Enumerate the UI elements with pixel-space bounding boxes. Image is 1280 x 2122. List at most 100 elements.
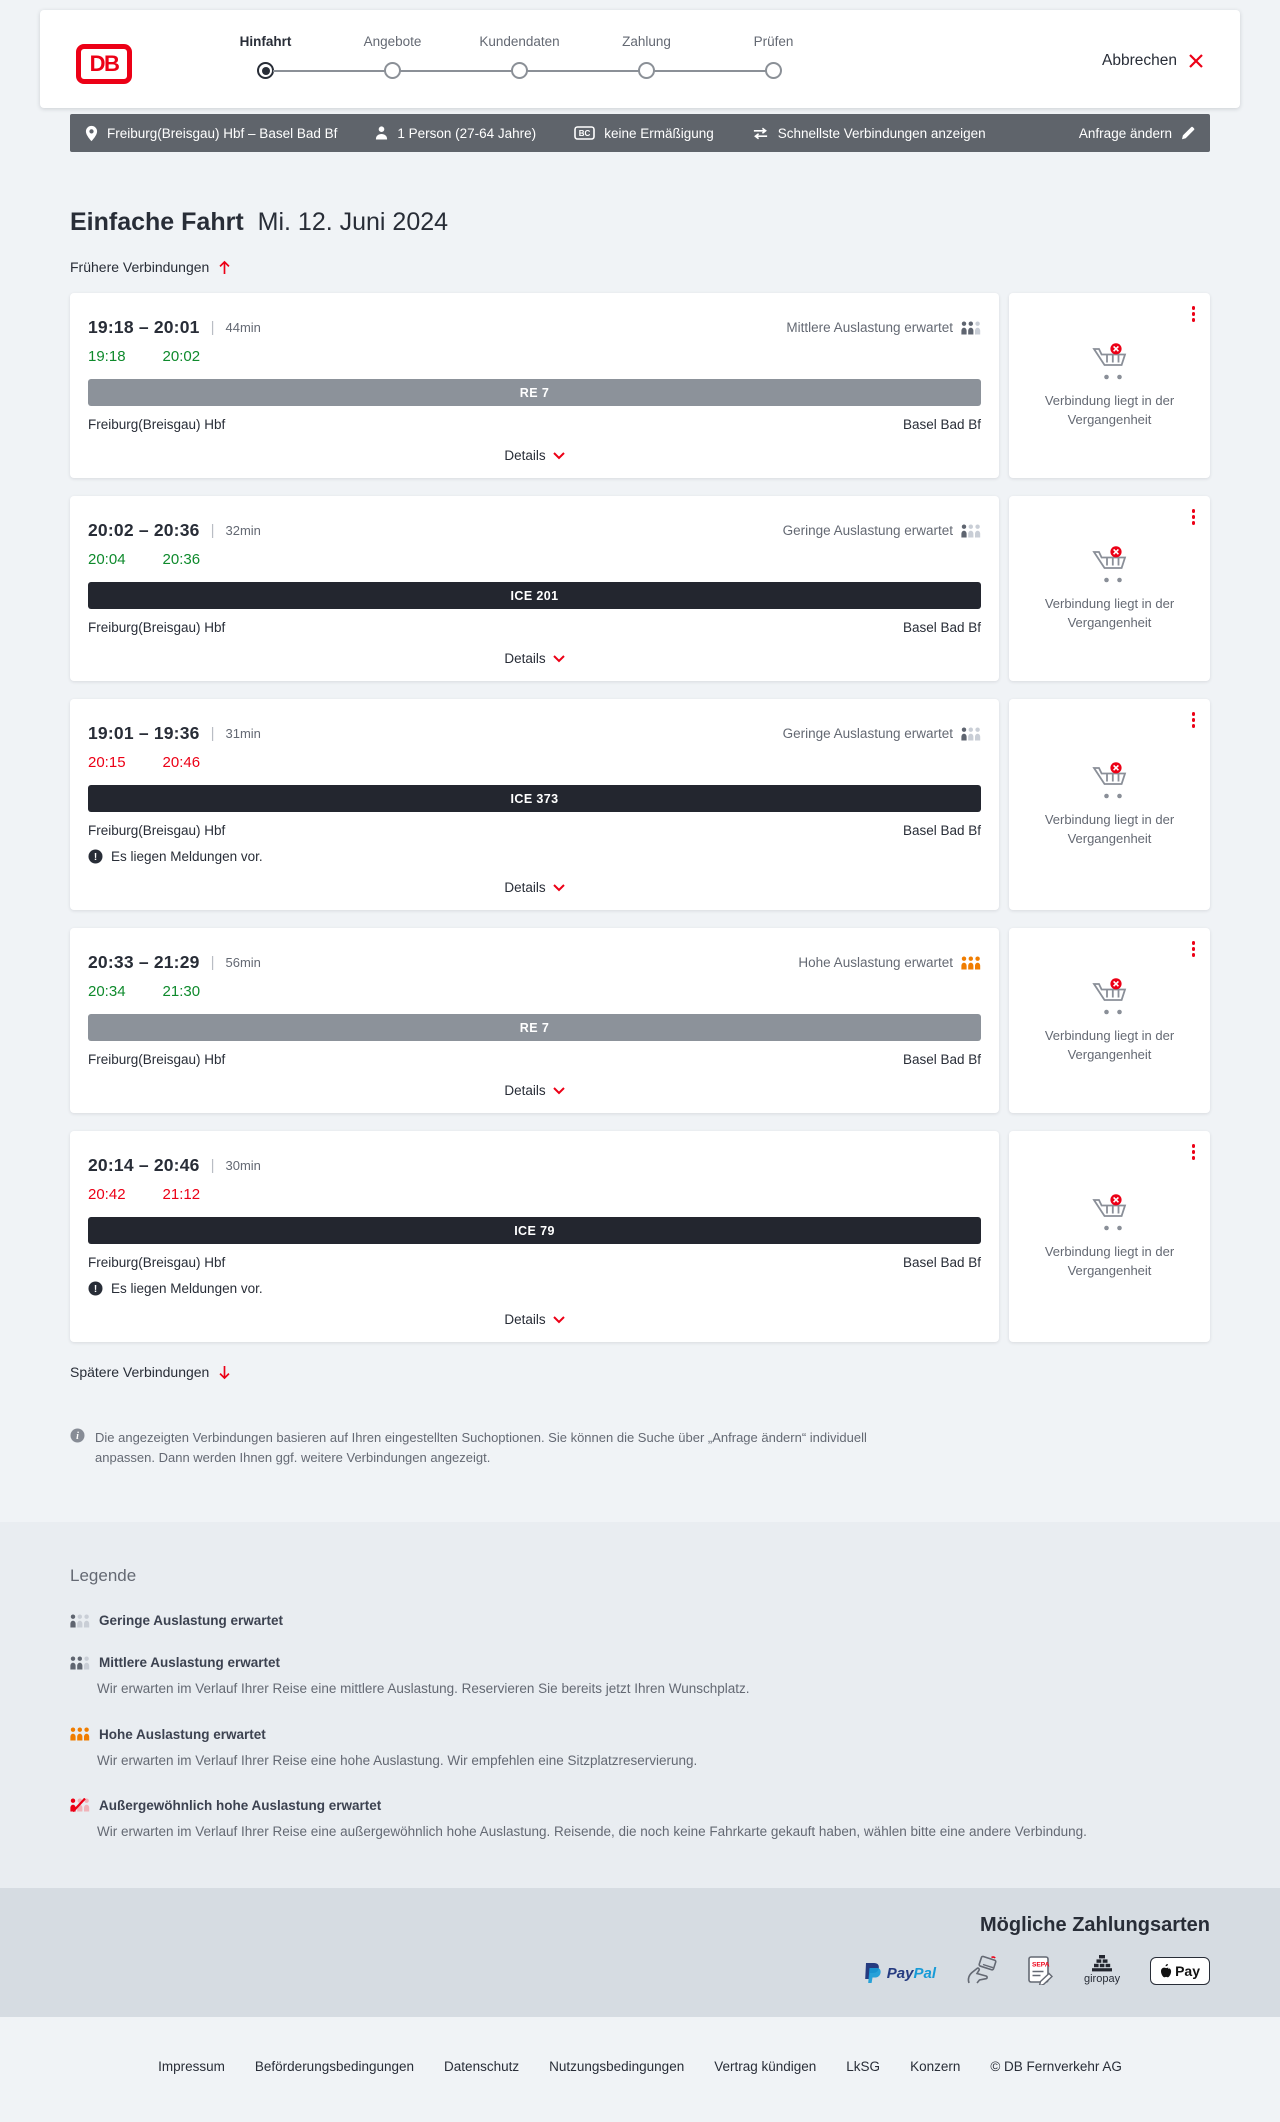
footer-link-datenschutz[interactable]: Datenschutz [444, 2059, 520, 2075]
realtime-times: 20:34 21:30 [88, 983, 201, 1000]
chevron-down-icon [552, 654, 565, 663]
connection-card: 19:01 – 19:36 | 31min Geringe Auslastung… [70, 699, 999, 910]
later-connections-link[interactable]: Spätere Verbindungen [70, 1364, 231, 1380]
past-connection-note: Verbindung liegt in der Vergangenheit [1044, 595, 1175, 630]
duration: 32min [225, 523, 261, 538]
realtime-times: 20:42 21:12 [88, 1186, 201, 1203]
step-dot [511, 62, 642, 79]
legend-item-high: Hohe Auslastung erwartet Wir erwarten im… [70, 1727, 1210, 1771]
cart-unavailable-icon [1087, 977, 1133, 1017]
close-icon [1188, 53, 1204, 69]
kebab-menu-button[interactable] [1188, 937, 1200, 961]
past-connection-note: Verbindung liegt in der Vergangenheit [1044, 811, 1175, 846]
planned-times: 20:33 – 21:29 [88, 952, 200, 972]
occupancy-low-icon [70, 1614, 90, 1628]
swap-arrows-icon [752, 127, 769, 140]
arrival-station: Basel Bad Bf [902, 417, 981, 432]
kebab-menu-button[interactable] [1188, 708, 1200, 732]
bahncard-icon: BC [574, 126, 595, 140]
sort-option-summary: Schnellste Verbindungen anzeigen [752, 126, 986, 141]
footer-link-impressum[interactable]: Impressum [158, 2059, 225, 2075]
cancel-button[interactable]: Abbrechen [1102, 52, 1204, 70]
legend-section: Legende Geringe Auslastung erwartet Mitt… [0, 1522, 1280, 1889]
realtime-times: 19:18 20:02 [88, 348, 201, 365]
step-angebote: Angebote [329, 34, 515, 79]
arrow-up-icon [218, 260, 231, 275]
progress-stepper: Hinfahrt Angebote Kundendaten Zahlung Pr… [202, 34, 837, 79]
pencil-icon [1181, 126, 1195, 140]
arrival-station: Basel Bad Bf [902, 620, 981, 635]
legend-title: Legende [70, 1566, 137, 1586]
connection-card: 20:33 – 21:29 | 56min Hohe Auslastung er… [70, 928, 999, 1113]
chevron-down-icon [552, 1315, 565, 1324]
departure-station: Freiburg(Breisgau) Hbf [88, 620, 226, 635]
svg-text:!: ! [94, 852, 97, 863]
connection-row: 20:02 – 20:36 | 32min Geringe Auslastung… [70, 496, 1210, 681]
train-band: ICE 201 [88, 582, 981, 609]
cart-unavailable-icon [1087, 1193, 1133, 1233]
checkout-header: DB Hinfahrt Angebote Kundendaten Zahlung… [40, 10, 1240, 108]
svg-text:SEPA: SEPA [1032, 1962, 1050, 1969]
train-band: ICE 373 [88, 785, 981, 812]
occupancy-low-icon [961, 727, 981, 740]
paypal-wordmark: PayPal [886, 1965, 936, 1983]
db-logo-text: DB [89, 51, 120, 76]
realtime-times: 20:15 20:46 [88, 754, 201, 771]
connection-row: 19:18 – 20:01 | 44min Mittlere Auslastun… [70, 293, 1210, 478]
booking-panel: Verbindung liegt in der Vergangenheit [1009, 699, 1210, 910]
step-dot-active [257, 62, 388, 79]
booking-panel: Verbindung liegt in der Vergangenheit [1009, 496, 1210, 681]
kebab-menu-button[interactable] [1188, 1140, 1200, 1164]
passenger-summary: 1 Person (27-64 Jahre) [375, 126, 536, 141]
booking-panel: Verbindung liegt in der Vergangenheit [1009, 928, 1210, 1113]
past-connection-note: Verbindung liegt in der Vergangenheit [1044, 1243, 1175, 1278]
connection-card: 19:18 – 20:01 | 44min Mittlere Auslastun… [70, 293, 999, 478]
step-pruefen: Prüfen [710, 34, 837, 79]
step-hinfahrt: Hinfahrt [202, 34, 388, 79]
details-toggle[interactable]: Details [504, 651, 565, 666]
arrow-down-icon [218, 1365, 231, 1380]
chevron-down-icon [552, 1086, 565, 1095]
step-dot [765, 62, 782, 79]
occupancy-indicator: Geringe Auslastung erwartet [783, 523, 981, 538]
legend-item-medium: Mittlere Auslastung erwartet Wir erwarte… [70, 1655, 1210, 1699]
svg-text:!: ! [94, 1284, 97, 1295]
duration: 44min [225, 320, 261, 335]
details-toggle[interactable]: Details [504, 1312, 565, 1327]
footer-link-vertrag-kuendigen[interactable]: Vertrag kündigen [714, 2059, 817, 2075]
details-toggle[interactable]: Details [504, 880, 565, 895]
footer-link-nutzungsbedingungen[interactable]: Nutzungsbedingungen [549, 2059, 685, 2075]
connection-card: 20:14 – 20:46 | 30min 20:42 21:12 ICE 79 … [70, 1131, 999, 1342]
occupancy-extreme-icon [70, 1798, 90, 1813]
occupancy-medium-icon [70, 1656, 90, 1670]
step-dot [384, 62, 515, 79]
arrival-station: Basel Bad Bf [902, 1255, 981, 1270]
kebab-menu-button[interactable] [1188, 505, 1200, 529]
footer: Impressum Beförderungsbedingungen Datens… [0, 2017, 1280, 2122]
realtime-times: 20:04 20:36 [88, 551, 201, 568]
footer-link-konzern[interactable]: Konzern [910, 2059, 961, 2075]
sepa-icon: SEPA [1028, 1956, 1054, 1986]
train-band: RE 7 [88, 1014, 981, 1041]
occupancy-indicator: Hohe Auslastung erwartet [798, 955, 981, 970]
booking-panel: Verbindung liegt in der Vergangenheit [1009, 293, 1210, 478]
booking-panel: Verbindung liegt in der Vergangenheit [1009, 1131, 1210, 1342]
details-toggle[interactable]: Details [504, 1083, 565, 1098]
payments-title: Mögliche Zahlungsarten [979, 1914, 1210, 1937]
paypal-logo: PayPal [863, 1962, 936, 1985]
kebab-menu-button[interactable] [1188, 302, 1200, 326]
connection-row: 20:33 – 21:29 | 56min Hohe Auslastung er… [70, 928, 1210, 1113]
details-toggle[interactable]: Details [504, 448, 565, 463]
svg-text:BC: BC [579, 129, 591, 138]
departure-station: Freiburg(Breisgau) Hbf [88, 1052, 226, 1067]
earlier-connections-link[interactable]: Frühere Verbindungen [70, 259, 231, 275]
messages-note: ! Es liegen Meldungen vor. [88, 1281, 981, 1296]
edit-request-button[interactable]: Anfrage ändern [1079, 126, 1195, 141]
search-summary-bar: Freiburg(Breisgau) Hbf – Basel Bad Bf 1 … [70, 114, 1210, 152]
train-band: RE 7 [88, 379, 981, 406]
cart-unavailable-icon [1087, 545, 1133, 585]
footer-link-lksg[interactable]: LkSG [846, 2059, 881, 2075]
chevron-down-icon [552, 883, 565, 892]
footer-link-befoerderungsbedingungen[interactable]: Beförderungsbedingungen [254, 2059, 415, 2075]
past-connection-note: Verbindung liegt in der Vergangenheit [1044, 392, 1175, 427]
